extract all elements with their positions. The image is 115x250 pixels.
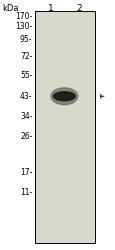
Text: 130-: 130- bbox=[15, 22, 32, 31]
Text: 72-: 72- bbox=[20, 52, 32, 61]
Text: 43-: 43- bbox=[20, 92, 32, 101]
Text: 1: 1 bbox=[47, 4, 53, 13]
Ellipse shape bbox=[51, 88, 77, 105]
Text: 95-: 95- bbox=[20, 36, 32, 44]
Ellipse shape bbox=[53, 92, 75, 101]
Text: 26-: 26- bbox=[20, 132, 32, 141]
Text: 34-: 34- bbox=[20, 112, 32, 121]
Text: 11-: 11- bbox=[20, 188, 32, 197]
Bar bbox=[34, 11, 94, 242]
Text: 170-: 170- bbox=[15, 12, 32, 21]
Text: kDa: kDa bbox=[2, 4, 19, 13]
Text: 2: 2 bbox=[76, 4, 82, 13]
Text: 17-: 17- bbox=[20, 168, 32, 177]
Text: 55-: 55- bbox=[20, 70, 32, 80]
